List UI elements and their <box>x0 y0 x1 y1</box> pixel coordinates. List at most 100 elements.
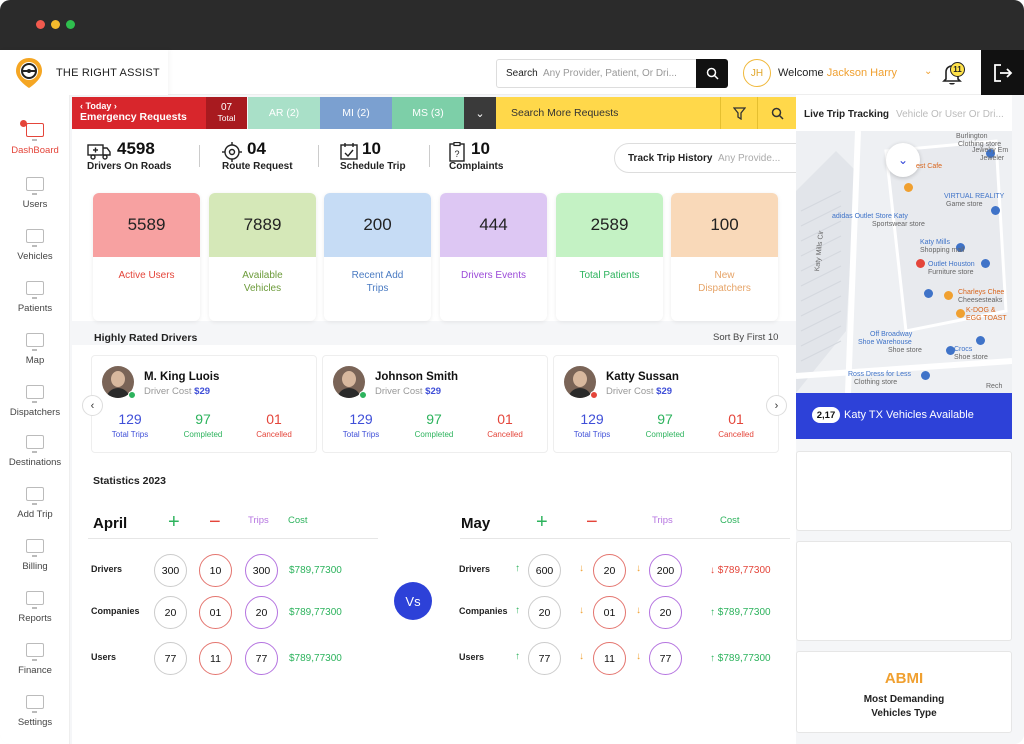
value-circle: 300 <box>154 554 187 587</box>
map-pin-icon[interactable] <box>991 206 1000 215</box>
map-label: Sportswear store <box>872 221 925 228</box>
sidebar-item-billing[interactable]: Billing <box>0 539 70 585</box>
top-header: THE RIGHT ASSIST Search JH Welcome Jacks… <box>0 50 1024 95</box>
map-pin-icon[interactable] <box>944 291 953 300</box>
more-tabs-button[interactable]: ⌄ <box>464 97 496 129</box>
search-more-requests[interactable]: Search More Requests <box>496 97 720 129</box>
monitor-icon <box>26 229 44 247</box>
arrow-down-icon: ↓ <box>636 605 641 616</box>
minus-icon[interactable]: − <box>586 511 598 533</box>
plus-icon[interactable]: + <box>168 511 180 533</box>
map-label: Charleys Chee <box>958 289 1005 296</box>
global-search[interactable]: Search <box>496 59 728 88</box>
map-pin-icon[interactable] <box>921 371 930 380</box>
map-label: K-DOG & <box>966 307 996 314</box>
kpi-card[interactable]: 7889 Available Vehicles <box>209 193 316 321</box>
user-name[interactable]: Jackson Harry <box>826 67 898 79</box>
kpi-card[interactable]: 100 New Dispatchers <box>671 193 778 321</box>
complaints-label: Complaints <box>449 161 504 172</box>
kpi-value: 100 <box>671 193 778 257</box>
vehicles-available-banner[interactable]: 2,17 Katy TX Vehicles Available <box>796 393 1012 439</box>
map-pin-icon[interactable] <box>904 183 913 192</box>
cost-amount: $789,77300 <box>717 653 771 664</box>
chevron-down-icon[interactable]: ⌄ <box>924 66 933 77</box>
map-location-marker[interactable]: ⌄ <box>886 143 920 177</box>
sidebar-item-destinations[interactable]: Destinations <box>0 435 70 481</box>
map-label: Outlet Houston <box>928 261 975 268</box>
kpi-card[interactable]: 444 Drivers Events <box>440 193 547 321</box>
user-avatar[interactable]: JH <box>743 59 771 87</box>
kpi-card[interactable]: 200 Recent Add Trips <box>324 193 431 321</box>
sidebar-item-label: Map <box>25 355 45 366</box>
cost-value: $789,77300 <box>289 607 342 618</box>
status-dot <box>128 391 136 399</box>
sidebar-item-reports[interactable]: Reports <box>0 591 70 637</box>
tab-ar[interactable]: AR (2) <box>248 97 320 129</box>
stat-route[interactable]: 04 Route Request <box>222 139 293 172</box>
map-pin-icon[interactable] <box>924 289 933 298</box>
carousel-next-button[interactable]: › <box>766 395 787 416</box>
sidebar-item-settings[interactable]: Settings <box>0 695 70 741</box>
track-placeholder[interactable]: Any Provide... <box>718 153 781 164</box>
sort-by[interactable]: Sort By First 10 <box>713 332 779 343</box>
emergency-label: Emergency Requests <box>80 111 187 123</box>
sidebar-item-patients[interactable]: Patients <box>0 281 70 327</box>
welcome-text: Welcome Jackson Harry <box>778 67 897 79</box>
row-label: Companies <box>91 606 140 616</box>
minimize-dot[interactable] <box>51 20 60 29</box>
driver-card[interactable]: Johnson Smith Driver Cost $29 129 Total Tri… <box>322 355 548 453</box>
carousel-prev-button[interactable]: ‹ <box>82 395 103 416</box>
search-input[interactable] <box>497 60 697 87</box>
sidebar-item-dispatchers[interactable]: Dispatchers <box>0 385 70 431</box>
map-pin-icon[interactable] <box>986 149 995 158</box>
maximize-dot[interactable] <box>66 20 75 29</box>
map-label: Clothing store <box>958 141 1002 148</box>
filter-button[interactable] <box>720 97 757 129</box>
divider <box>199 145 200 167</box>
logo-icon[interactable] <box>14 56 44 90</box>
sidebar-item-vehicles[interactable]: Vehicles <box>0 229 70 275</box>
map-pin-icon[interactable] <box>976 336 985 345</box>
empty-widget <box>796 541 1012 641</box>
sidebar-item-add-trip[interactable]: Add Trip <box>0 487 70 533</box>
ambulance-icon <box>87 144 111 160</box>
chevron-right-icon: › <box>774 399 779 412</box>
search-button[interactable] <box>696 59 728 88</box>
sidebar-item-label: DashBoard <box>11 145 59 156</box>
stat-label: Cancelled <box>256 430 292 439</box>
target-icon <box>222 142 242 162</box>
empty-widget <box>796 451 1012 531</box>
value-circle: 20 <box>154 596 187 629</box>
driver-card[interactable]: M. King Luois Driver Cost $29 129 Total Tri… <box>91 355 317 453</box>
map-pin-icon[interactable] <box>981 259 990 268</box>
map-pin-icon[interactable] <box>956 243 965 252</box>
live-trip-search[interactable]: Vehicle Or User Or Dri... <box>896 109 1004 120</box>
map-label: Burlington <box>956 133 988 140</box>
map-pin-icon[interactable] <box>956 309 965 318</box>
request-search-button[interactable] <box>757 97 796 129</box>
sidebar-item-users[interactable]: Users <box>0 177 70 223</box>
sidebar-item-finance[interactable]: Finance <box>0 643 70 689</box>
logout-button[interactable] <box>981 50 1024 95</box>
minus-icon[interactable]: − <box>209 511 221 533</box>
close-dot[interactable] <box>36 20 45 29</box>
row-label: Drivers <box>459 564 491 574</box>
kpi-card[interactable]: 2589 Total Patients <box>556 193 663 321</box>
kpi-card[interactable]: 5589 Active Users <box>93 193 200 321</box>
map-pin-icon[interactable] <box>946 346 955 355</box>
tab-ms[interactable]: MS (3) <box>392 97 464 129</box>
stat-drivers: 4598 Drivers On Roads <box>87 139 171 172</box>
map-pin-icon[interactable] <box>916 259 925 268</box>
stat-schedule[interactable]: 10 Schedule Trip <box>340 139 406 172</box>
map-view[interactable]: ⌄ Burlington Clothing store Jewelry Em Jewe… <box>796 131 1012 393</box>
stat-complaints[interactable]: ? 10 Complaints <box>449 139 503 172</box>
right-panel: Live Trip Tracking Vehicle Or User Or Dr… <box>796 95 1024 744</box>
sidebar-item-dashboard[interactable]: DashBoard <box>0 120 70 169</box>
stat-label: Total Trips <box>111 430 149 439</box>
tab-mi[interactable]: MI (2) <box>320 97 392 129</box>
driver-card[interactable]: Katty Sussan Driver Cost $29 129 Total Trip… <box>553 355 779 453</box>
sidebar-item-map[interactable]: Map <box>0 333 70 379</box>
plus-icon[interactable]: + <box>536 511 548 533</box>
divider <box>429 145 430 167</box>
